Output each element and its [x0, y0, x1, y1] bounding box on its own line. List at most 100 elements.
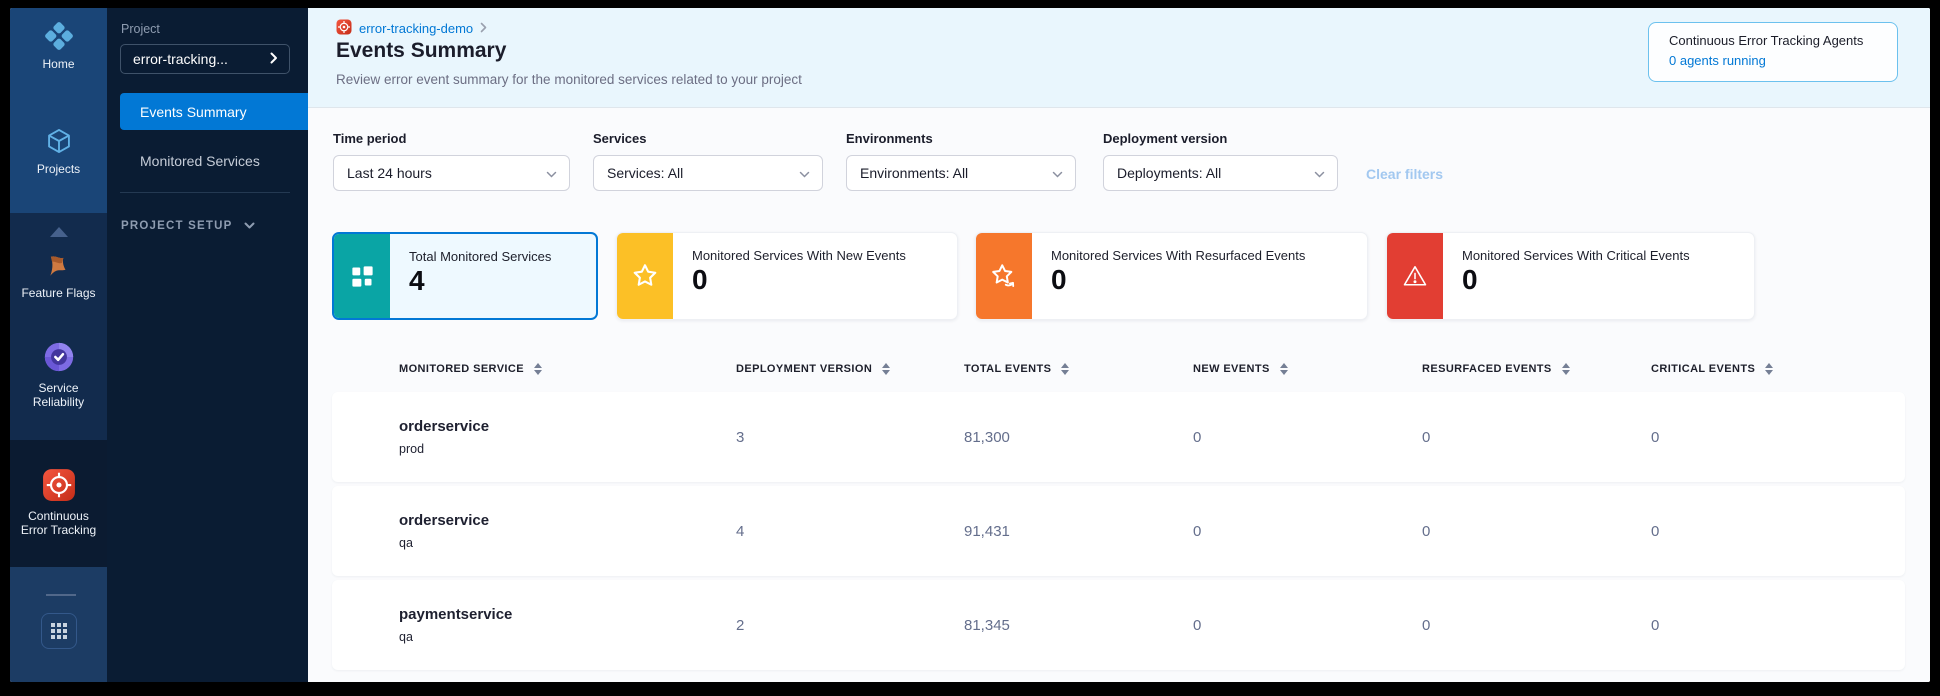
sort-icon[interactable]	[882, 362, 891, 375]
warning-triangle-icon	[1403, 266, 1427, 286]
column-header-resurfaced-events[interactable]: RESURFACED EVENTS	[1422, 362, 1651, 375]
sort-icon[interactable]	[1061, 362, 1070, 375]
nav-item-home[interactable]: Home	[10, 22, 107, 71]
card-accent-orange	[976, 233, 1032, 319]
filter-bar: Time period Last 24 hours Services Servi…	[333, 131, 1443, 191]
module-grid-button[interactable]	[41, 613, 77, 649]
column-header-new-events[interactable]: NEW EVENTS	[1193, 362, 1422, 375]
card-total-monitored-services[interactable]: Total Monitored Services 4	[332, 232, 598, 320]
filter-environments: Environments Environments: All	[846, 131, 1076, 191]
nav-item-feature-flags[interactable]: Feature Flags	[10, 253, 107, 300]
service-environment: prod	[399, 442, 425, 456]
sort-icon[interactable]	[1561, 362, 1570, 375]
filter-label: Services	[593, 131, 647, 146]
card-resurfaced-events[interactable]: Monitored Services With Resurfaced Event…	[975, 232, 1368, 320]
dropdown-value: Deployments: All	[1117, 165, 1222, 181]
card-label: Total Monitored Services	[409, 249, 552, 264]
project-section-label: Project	[121, 22, 160, 36]
page-title: Events Summary	[336, 39, 507, 62]
agents-status-box[interactable]: Continuous Error Tracking Agents 0 agent…	[1648, 22, 1898, 82]
column-header-label: NEW EVENTS	[1193, 362, 1270, 375]
project-setup-label: PROJECT SETUP	[121, 220, 233, 232]
reliability-donut-icon	[42, 340, 76, 374]
deployment-version-cell: 3	[736, 428, 745, 446]
card-label: Monitored Services With New Events	[692, 248, 906, 263]
card-value: 0	[692, 264, 708, 295]
nav-item-label: Projects	[36, 162, 81, 176]
resurfaced-events-cell: 0	[1422, 616, 1431, 634]
table-row[interactable]: paymentservice qa 2 81,345 0 0 0	[332, 580, 1905, 670]
column-header-label: RESURFACED EVENTS	[1422, 362, 1552, 375]
resurfaced-events-cell: 0	[1422, 522, 1431, 540]
nav-divider	[46, 594, 76, 596]
monitored-service-cell: orderservice prod	[332, 418, 736, 456]
time-period-dropdown[interactable]: Last 24 hours	[333, 155, 570, 191]
critical-events-cell: 0	[1651, 616, 1660, 634]
critical-events-cell: 0	[1651, 428, 1660, 446]
dropdown-value: Last 24 hours	[347, 165, 432, 181]
sidebar-item-events-summary[interactable]: Events Summary	[120, 93, 308, 130]
app-window: Home Projects Feature Flags S	[10, 8, 1930, 682]
new-events-cell: 0	[1193, 428, 1202, 446]
project-sidebar: Project error-tracking... Events Summary…	[107, 8, 308, 682]
environments-dropdown[interactable]: Environments: All	[846, 155, 1076, 191]
sort-icon[interactable]	[1765, 362, 1774, 375]
card-critical-events[interactable]: Monitored Services With Critical Events …	[1386, 232, 1755, 320]
service-environment: qa	[399, 630, 413, 644]
dropdown-value: Services: All	[607, 165, 684, 181]
project-setup-toggle[interactable]: PROJECT SETUP	[121, 220, 255, 232]
dropdown-value: Environments: All	[860, 165, 969, 181]
sidebar-item-monitored-services[interactable]: Monitored Services	[120, 142, 308, 179]
nav-item-projects[interactable]: Projects	[10, 127, 107, 176]
sidebar-item-label: Monitored Services	[140, 152, 260, 169]
card-label: Monitored Services With Critical Events	[1462, 248, 1690, 263]
new-events-cell: 0	[1193, 522, 1202, 540]
table-header-row: MONITORED SERVICE DEPLOYMENT VERSION TOT…	[332, 345, 1905, 392]
column-header-monitored-service[interactable]: MONITORED SERVICE	[332, 362, 736, 375]
table-row[interactable]: orderservice prod 3 81,300 0 0 0	[332, 392, 1905, 482]
nav-item-continuous-error-tracking[interactable]: Continuous Error Tracking	[10, 468, 107, 537]
module-nav-footer-section	[10, 567, 107, 682]
card-new-events[interactable]: Monitored Services With New Events 0	[616, 232, 958, 320]
card-accent-red	[1387, 233, 1443, 319]
grid-icon	[51, 623, 67, 639]
agents-running-link[interactable]: 0 agents running	[1669, 53, 1766, 68]
filter-label: Time period	[333, 131, 407, 146]
clear-filters-button[interactable]: Clear filters	[1366, 166, 1444, 182]
chevron-down-icon	[1314, 165, 1325, 181]
breadcrumb-project-link[interactable]: error-tracking-demo	[359, 21, 474, 36]
card-value: 4	[409, 265, 425, 296]
filter-label: Environments	[846, 131, 933, 146]
chevron-up-icon[interactable]	[49, 227, 68, 237]
column-header-critical-events[interactable]: CRITICAL EVENTS	[1651, 362, 1905, 375]
service-name: paymentservice	[399, 606, 513, 623]
service-name: orderservice	[399, 512, 490, 529]
column-header-label: DEPLOYMENT VERSION	[736, 362, 873, 375]
module-nav-modules-section: Feature Flags Service Reliability	[10, 213, 107, 440]
sidebar-item-label: Events Summary	[140, 103, 247, 120]
breadcrumb: error-tracking-demo	[336, 19, 487, 38]
deployments-dropdown[interactable]: Deployments: All	[1103, 155, 1338, 191]
home-icon	[44, 22, 73, 50]
error-tracking-target-icon-small	[336, 19, 352, 38]
sort-icon[interactable]	[1279, 362, 1288, 375]
chevron-down-icon	[1052, 165, 1063, 181]
new-events-cell: 0	[1193, 616, 1202, 634]
summary-cards: Total Monitored Services 4 Monitored Ser…	[332, 232, 1755, 320]
nav-item-service-reliability[interactable]: Service Reliability	[10, 340, 107, 409]
card-accent-yellow	[617, 233, 673, 319]
sort-icon[interactable]	[533, 362, 542, 375]
column-header-label: MONITORED SERVICE	[399, 362, 524, 375]
project-selector[interactable]: error-tracking...	[120, 44, 290, 74]
total-events-cell: 81,345	[964, 616, 1010, 634]
column-header-total-events[interactable]: TOTAL EVENTS	[964, 362, 1193, 375]
card-value: 0	[1051, 264, 1067, 295]
column-header-label: TOTAL EVENTS	[964, 362, 1052, 375]
dashboard-grid-icon	[351, 265, 373, 287]
critical-events-cell: 0	[1651, 522, 1660, 540]
services-dropdown[interactable]: Services: All	[593, 155, 823, 191]
nav-item-label: Home	[42, 57, 75, 71]
column-header-deployment-version[interactable]: DEPLOYMENT VERSION	[736, 362, 964, 375]
table-row[interactable]: orderservice qa 4 91,431 0 0 0	[332, 486, 1905, 576]
deployment-version-cell: 4	[736, 522, 745, 540]
